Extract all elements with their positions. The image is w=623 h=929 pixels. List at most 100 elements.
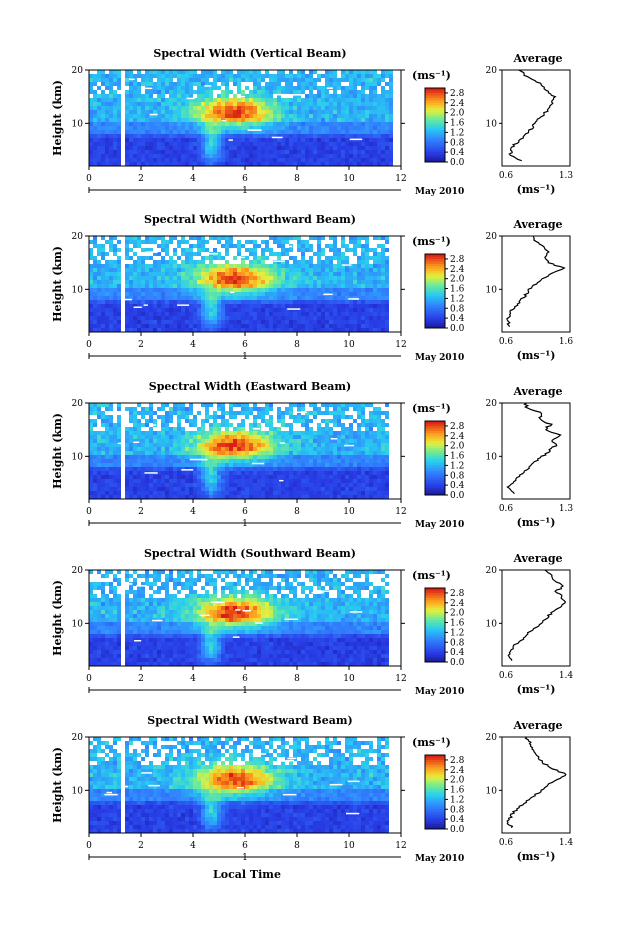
heatmap-cell [117, 296, 121, 300]
heatmap-cell [265, 483, 269, 487]
heatmap-cell [205, 435, 209, 439]
heatmap-cell [109, 439, 113, 443]
heatmap-cell [361, 264, 365, 268]
missing-data-streak [292, 94, 304, 96]
heatmap-cell [141, 415, 145, 419]
heatmap-cell [169, 284, 173, 288]
heatmap-cell [157, 98, 161, 102]
heatmap-cell [141, 328, 145, 332]
heatmap-cell [193, 154, 197, 158]
heatmap-cell [285, 260, 289, 264]
heatmap-cell [185, 94, 189, 98]
heatmap-cell [185, 240, 189, 244]
heatmap-cell [245, 74, 249, 78]
heatmap-cell [365, 248, 369, 252]
heatmap-cell [329, 320, 333, 324]
heatmap-cell [389, 90, 393, 94]
heatmap-cell [209, 423, 213, 427]
heatmap-cell [201, 268, 205, 272]
heatmap-cell [149, 280, 153, 284]
heatmap-cell [117, 264, 121, 268]
heatmap-cell [325, 268, 329, 272]
heatmap-cell [169, 467, 173, 471]
heatmap-cell [373, 236, 377, 240]
heatmap-cell [101, 142, 105, 146]
heatmap-cell [173, 142, 177, 146]
heatmap-cell [165, 158, 169, 162]
heatmap-cell [241, 70, 245, 74]
heatmap-cell [113, 455, 117, 459]
heatmap-cell [293, 300, 297, 304]
heatmap-cell [353, 451, 357, 455]
heatmap-cell [385, 320, 389, 324]
heatmap-cell [189, 471, 193, 475]
heatmap-cell [309, 276, 313, 280]
heatmap-cell [161, 483, 165, 487]
heatmap-cell [337, 439, 341, 443]
heatmap-cell [337, 407, 341, 411]
heatmap-cell [201, 304, 205, 308]
heatmap-cell [101, 300, 105, 304]
heatmap-cell [213, 268, 217, 272]
heatmap-cell [221, 435, 225, 439]
heatmap-cell [185, 475, 189, 479]
heatmap-cell [205, 82, 209, 86]
heatmap-cell [333, 451, 337, 455]
heatmap-cell [201, 292, 205, 296]
heatmap-cell [337, 256, 341, 260]
heatmap-cell [225, 479, 229, 483]
heatmap-cell [97, 146, 101, 150]
heatmap-cell [377, 419, 381, 423]
heatmap-cell [213, 320, 217, 324]
heatmap-cell [245, 467, 249, 471]
heatmap-cell [321, 98, 325, 102]
heatmap-cell [309, 487, 313, 491]
heatmap-cell [381, 98, 385, 102]
heatmap-cell [89, 435, 93, 439]
heatmap-cell [117, 154, 121, 158]
colorbar-step [425, 313, 445, 317]
heatmap-cell [241, 158, 245, 162]
heatmap-cell [373, 455, 377, 459]
heatmap-cell [301, 138, 305, 142]
heatmap-cell [173, 118, 177, 122]
heatmap-cell [373, 467, 377, 471]
heatmap-cell [149, 240, 153, 244]
heatmap-cell [365, 162, 369, 166]
heatmap-cell [345, 150, 349, 154]
heatmap-cell [245, 248, 249, 252]
colorbar-tick-label: 1.6 [450, 285, 465, 295]
heatmap-cell [313, 146, 317, 150]
heatmap-cell [133, 78, 137, 82]
heatmap-cell [309, 70, 313, 74]
heatmap-cell [353, 74, 357, 78]
heatmap-cell [153, 260, 157, 264]
heatmap-cell [125, 312, 129, 316]
heatmap-cell [237, 443, 241, 447]
heatmap-cell [137, 467, 141, 471]
heatmap-cell [237, 276, 241, 280]
heatmap-cell [125, 439, 129, 443]
heatmap-cell [93, 126, 97, 130]
heatmap-cell [329, 122, 333, 126]
heatmap-cell [269, 118, 273, 122]
heatmap-cell [157, 471, 161, 475]
heatmap-cell [117, 451, 121, 455]
heatmap-cell [169, 316, 173, 320]
heatmap-cell [157, 328, 161, 332]
heatmap-cell [289, 487, 293, 491]
heatmap-cell [197, 320, 201, 324]
heatmap-cell [157, 415, 161, 419]
heatmap-cell [161, 90, 165, 94]
heatmap-cell [369, 118, 373, 122]
heatmap-cell [229, 447, 233, 451]
heatmap-cell [341, 435, 345, 439]
heatmap-cell [193, 134, 197, 138]
heatmap-cell [173, 102, 177, 106]
heatmap-cell [281, 236, 285, 240]
heatmap-cell [145, 407, 149, 411]
heatmap-cell [93, 272, 97, 276]
heatmap-cell [217, 122, 221, 126]
heatmap-cell [277, 264, 281, 268]
heatmap-cell [181, 122, 185, 126]
